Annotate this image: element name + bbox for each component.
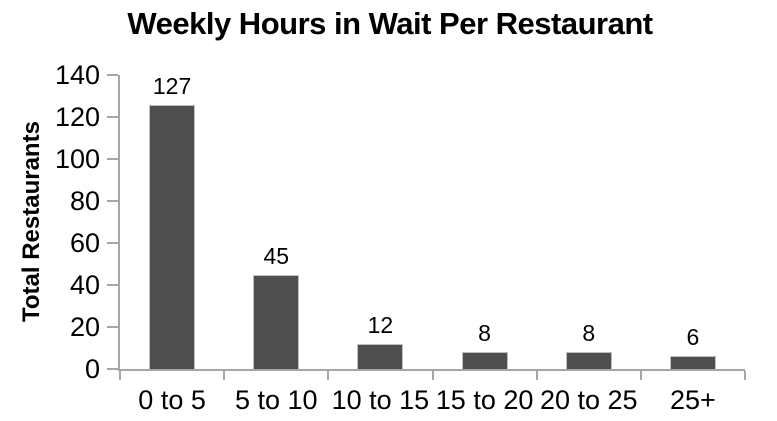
- x-axis-tick: [535, 371, 538, 380]
- bar: [253, 274, 300, 369]
- x-axis-category-label: 0 to 5: [138, 385, 206, 415]
- y-axis-tick: [107, 284, 118, 286]
- bar-value-label: 6: [686, 324, 700, 351]
- x-axis-tick: [744, 371, 746, 380]
- y-axis-tick-label: 20: [69, 312, 100, 342]
- bar: [149, 105, 196, 369]
- x-axis-category-label: 25+: [670, 385, 716, 415]
- y-axis-tick-label: 140: [54, 60, 100, 90]
- y-axis-tick: [107, 368, 118, 370]
- bar-value-label: 45: [263, 242, 290, 269]
- x-axis-category-label: 10 to 15: [331, 385, 430, 415]
- bar-column: 8: [537, 75, 641, 369]
- y-axis-tick-label: 40: [69, 270, 100, 300]
- y-axis-tick: [107, 116, 118, 118]
- x-axis-tick: [223, 371, 226, 380]
- bar: [461, 352, 508, 369]
- y-axis-tick: [107, 74, 118, 76]
- x-axis-tick: [327, 371, 330, 380]
- bar-value-label: 8: [478, 320, 491, 347]
- x-axis-tick: [639, 371, 642, 380]
- x-axis-category-label: 15 to 20: [435, 385, 534, 415]
- plot-area: 0 20 40 60 80 100 120 140 127 0 to 5 45 5 to 10 12 10…: [55, 60, 746, 415]
- y-axis-tick: [107, 242, 118, 244]
- y-axis-tick: [107, 200, 118, 202]
- bar: [669, 356, 716, 369]
- x-axis-tick: [119, 371, 121, 380]
- y-axis-tick-label: 0: [84, 354, 100, 384]
- y-axis-tick-label: 80: [69, 186, 100, 216]
- bar-column: 6: [641, 75, 745, 369]
- bar-value-label: 8: [582, 320, 596, 347]
- bar-column: 45: [224, 75, 328, 369]
- y-axis-tick-label: 60: [69, 228, 100, 258]
- x-axis-category-label: 20 to 25: [539, 385, 638, 415]
- bar-value-label: 12: [367, 311, 394, 338]
- x-axis-category-label: 5 to 10: [234, 385, 318, 415]
- bar: [565, 352, 612, 369]
- bar: [357, 343, 404, 369]
- bar-column: 8: [433, 75, 537, 369]
- bar-value-label: 127: [152, 73, 192, 99]
- y-axis-tick: [107, 326, 118, 328]
- bar-column: 127: [120, 75, 224, 369]
- y-axis-tick-label: 100: [54, 144, 100, 174]
- y-axis-tick-label: 120: [54, 102, 100, 132]
- x-axis-tick: [431, 371, 434, 380]
- y-axis-tick: [107, 158, 118, 160]
- chart-title: Weekly Hours in Wait Per Restaurant: [127, 6, 653, 41]
- bar-column: 12: [328, 75, 432, 369]
